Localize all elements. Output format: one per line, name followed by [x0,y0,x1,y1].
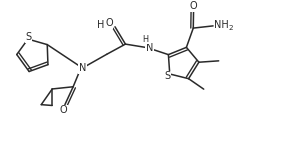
Text: O: O [60,105,67,115]
Text: NH: NH [215,20,229,29]
Text: N: N [79,63,86,73]
Text: N: N [146,43,153,53]
Text: 2: 2 [228,25,233,31]
Text: O: O [190,1,198,11]
Text: S: S [164,71,171,81]
Text: S: S [25,32,31,42]
Text: H: H [142,35,148,44]
Text: O: O [105,18,113,28]
Text: H: H [97,20,104,30]
